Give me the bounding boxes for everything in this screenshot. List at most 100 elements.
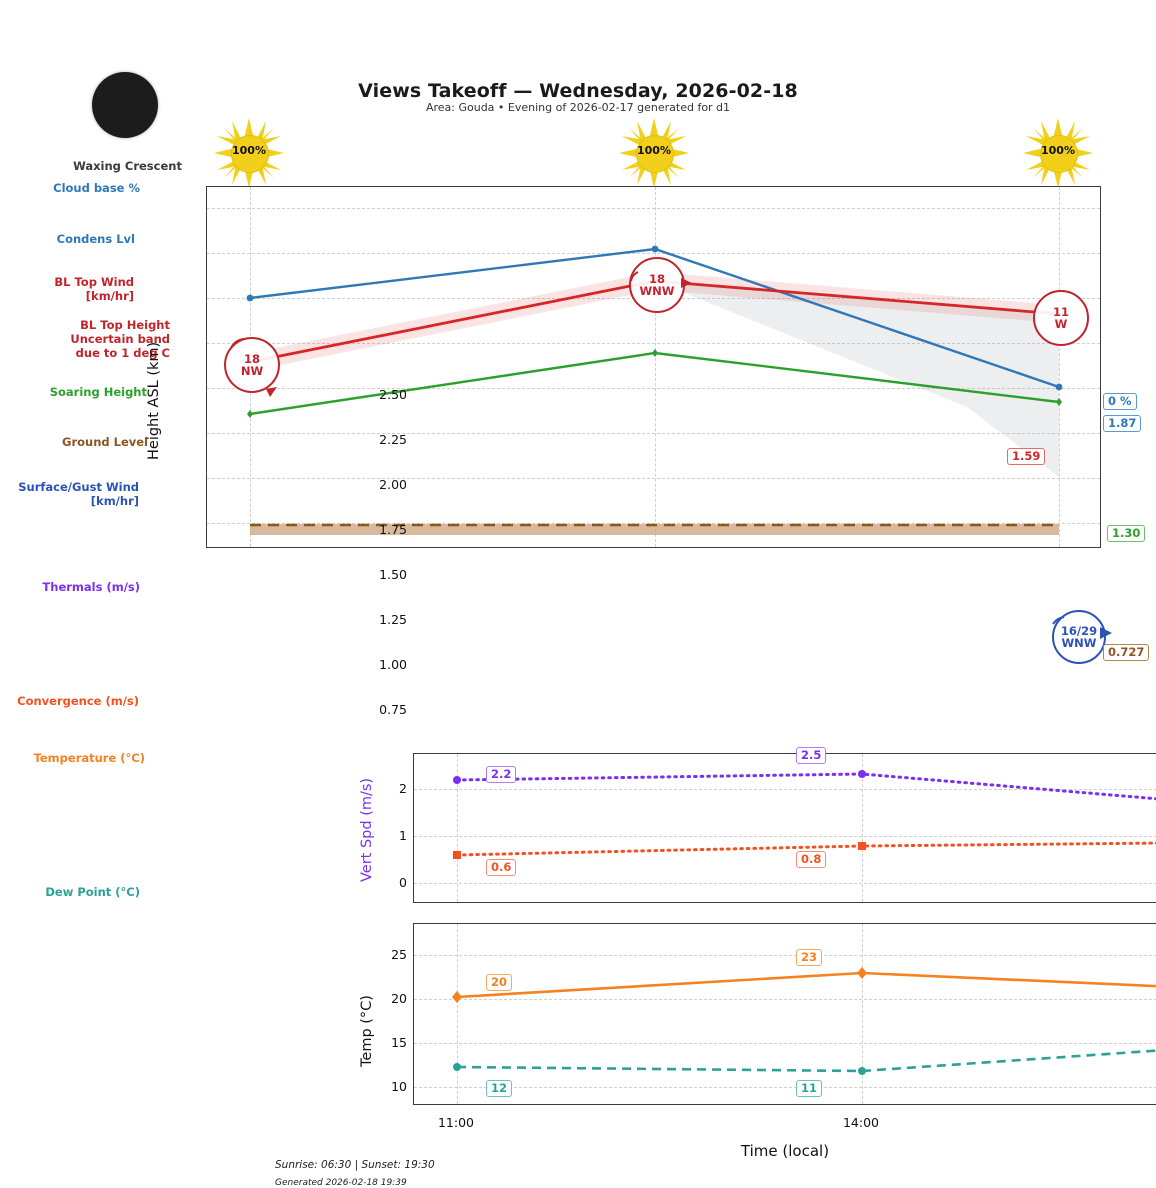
height-axis-label: Height ASL (km) <box>146 341 162 460</box>
legend-condens-lvl: Condens Lvl <box>56 232 135 246</box>
legend-bl-top-wind: BL Top Wind [km/hr] <box>54 275 134 303</box>
height-plot <box>246 245 1063 535</box>
temperature-line <box>456 971 1156 999</box>
ytick: 1.00 <box>379 657 407 672</box>
thermals-label: 2.2 <box>486 766 517 783</box>
ytick: 25 <box>391 947 407 962</box>
data-point <box>453 776 461 784</box>
bl-top-wind-speed: 18 <box>648 272 665 286</box>
ytick: 20 <box>391 991 407 1006</box>
data-point <box>453 851 461 859</box>
gridline <box>207 478 1100 479</box>
ytick: 2.25 <box>379 432 407 447</box>
sun-percent-label: 100% <box>1041 144 1075 157</box>
ground-level-label: 0.727 <box>1103 644 1150 661</box>
data-point <box>1055 383 1063 391</box>
data-point <box>857 967 867 979</box>
x-axis-label: Time (local) <box>740 1142 830 1160</box>
ytick: 1 <box>399 828 407 843</box>
ytick: 10 <box>391 1079 407 1094</box>
bl-top-wind-marker: 11 W 16/29 WNW 18/33 W 18/33 WSW 0 % 1.8… <box>1007 290 1150 664</box>
bl-top-wind-arrow-icon <box>230 338 277 397</box>
ytick: 0 <box>399 875 407 890</box>
data-point <box>651 245 659 253</box>
data-point <box>246 294 254 302</box>
temperature-label: 20 <box>486 974 513 991</box>
sun-icon: 100% <box>618 117 690 189</box>
legend-bl-top-height: BL Top Height Uncertain band due to 1 de… <box>70 318 170 360</box>
bl-top-wind-marker: 18 NW <box>224 337 280 393</box>
sun-disc-icon <box>231 135 269 173</box>
gridline <box>414 955 1156 956</box>
sunrise-sunset-text: Sunrise: 06:30 | Sunset: 19:30 <box>275 1159 435 1171</box>
bl-top-height-label: 1.59 <box>1007 448 1046 465</box>
legend-ground-level: Ground Level <box>62 435 148 449</box>
gridline <box>414 883 1156 884</box>
moon-phase-label: Waxing Crescent <box>73 159 182 173</box>
xtick-1100: 11:00 <box>437 1115 475 1130</box>
generated-timestamp: Generated 2026-02-18 19:39 <box>275 1178 407 1188</box>
data-point <box>247 410 253 418</box>
sun-icon: 100% <box>213 117 285 189</box>
temperature-plot <box>452 967 1156 1075</box>
surface-wind-marker: 16/29 WNW <box>1052 610 1106 664</box>
gridline <box>414 836 1156 837</box>
bl-top-wind-dir: WNW <box>639 284 675 298</box>
condens-uncertainty-band <box>655 281 1059 477</box>
surface-wind-arrow-icon <box>1052 616 1112 639</box>
vgridline <box>655 187 656 547</box>
bl-top-wind-dir: NW <box>240 364 264 378</box>
bl-top-wind-marker: 18 WNW <box>629 257 685 313</box>
convergence-label: 0.6 <box>486 859 517 876</box>
gridline <box>207 523 1100 524</box>
surface-wind-speed: 16/29 <box>1060 624 1098 638</box>
legend-temperature: Temperature (°C) <box>33 751 145 765</box>
thermals-line <box>455 772 1156 801</box>
bl-top-wind-speed: 18 <box>243 352 260 366</box>
ytick: 0.75 <box>379 702 407 717</box>
bl-top-wind-dir: W <box>1054 317 1068 331</box>
legend-dew-point: Dew Point (°C) <box>45 885 140 899</box>
data-point <box>452 991 462 1003</box>
temperature-panel: 20 23 21 12 11 15 <box>413 923 1156 1105</box>
gridline <box>414 789 1156 790</box>
vgridline <box>457 754 458 902</box>
gridline <box>207 253 1100 254</box>
ytick: 1.50 <box>379 567 407 582</box>
ytick: 1.75 <box>379 522 407 537</box>
thermals-label: 2.5 <box>796 747 827 764</box>
height-panel: 18 NW 18 WNW 11 W 16/29 WNW 18/33 W 18/3… <box>206 186 1156 1188</box>
cloud-base-pct-label: 0 % <box>1103 393 1137 410</box>
soaring-height-label: 1.30 <box>1107 525 1146 542</box>
ground-level-band <box>250 524 1059 535</box>
page-title: Views Takeoff — Wednesday, 2026-02-18 <box>358 80 798 102</box>
vert-speed-plot <box>453 770 1156 859</box>
vert-speed-panel: 2.2 2.5 1.8 0.6 0.8 0.9 <box>413 747 1156 903</box>
sun-disc-icon <box>636 135 674 173</box>
ytick: 1.25 <box>379 612 407 627</box>
moon-dark-disc-icon <box>92 72 158 138</box>
vgridline <box>1059 187 1060 547</box>
ytick: 2 <box>399 781 407 796</box>
temperature-label: 23 <box>796 949 823 966</box>
gridline <box>207 208 1100 209</box>
gridline <box>207 343 1100 344</box>
data-point <box>453 1063 461 1071</box>
convergence-label: 0.8 <box>796 851 827 868</box>
condens-lvl-label: 1.87 <box>1103 415 1142 432</box>
sun-icon: 100% <box>1022 117 1094 189</box>
legend-convergence: Convergence (m/s) <box>17 694 139 708</box>
ytick: 2.00 <box>379 477 407 492</box>
moon-phase-icon <box>92 72 162 142</box>
legend-thermals: Thermals (m/s) <box>42 580 140 594</box>
dew-point-line <box>456 1049 1156 1073</box>
xtick-1400: 14:00 <box>842 1115 880 1130</box>
data-point <box>1056 398 1062 406</box>
bl-top-wind-arrow-icon <box>630 271 692 288</box>
gridline <box>207 388 1100 389</box>
surface-wind-dir: WNW <box>1061 636 1097 650</box>
gridline <box>414 999 1156 1000</box>
dew-point-label: 12 <box>486 1080 513 1097</box>
data-point <box>858 770 866 778</box>
dew-point-label: 11 <box>796 1080 823 1097</box>
